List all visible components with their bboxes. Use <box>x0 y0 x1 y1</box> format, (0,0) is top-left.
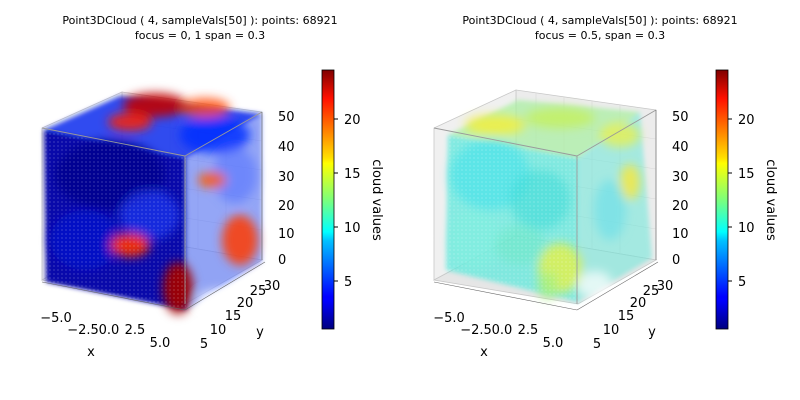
chart-left-x-tick: 0.0 <box>99 323 120 338</box>
chart-right-z-axis: 0 10 20 30 40 50 <box>655 110 689 268</box>
chart-left-colorbar-tick: 20 <box>344 113 361 128</box>
chart-right-y-tick: 15 <box>618 309 635 324</box>
chart-right-x-tick: 5.0 <box>543 336 564 351</box>
chart-right-colorbar-tick: 5 <box>738 275 746 290</box>
chart-left-z-tick: 30 <box>278 170 295 185</box>
chart-left-z-tick: 50 <box>278 110 295 125</box>
chart-right-title-line2: focus = 0.5, span = 0.3 <box>535 29 665 42</box>
chart-right-x-axis: −5.0 −2.5 0.0 2.5 5.0 x <box>433 281 578 360</box>
chart-right-y-axis: 5 10 15 20 25 30 y <box>576 261 674 352</box>
chart-left-x-tick: 2.5 <box>125 323 146 338</box>
chart-right-colorbar-tick: 10 <box>738 221 755 236</box>
chart-left-colorbar-tick: 10 <box>344 221 361 236</box>
chart-right-y-tick: 30 <box>657 279 674 294</box>
chart-right-z-tick: 20 <box>672 199 689 214</box>
chart-left-z-tick: 20 <box>278 199 295 214</box>
chart-right-colorbar-tick: 20 <box>738 113 755 128</box>
chart-left-x-label: x <box>87 345 95 360</box>
chart-right: Point3DCloud ( 4, sampleVals[50] ): poin… <box>432 14 778 360</box>
chart-right-y-tick: 25 <box>643 284 660 299</box>
chart-right-z-tick: 30 <box>672 170 689 185</box>
chart-left-z-axis: 0 10 20 30 40 50 <box>261 110 295 268</box>
chart-right-y-label: y <box>648 325 656 340</box>
chart-left-x-tick: −5.0 <box>40 311 72 326</box>
chart-left-y-label: y <box>256 325 264 340</box>
chart-right-x-tick: 0.0 <box>492 323 513 338</box>
chart-right-x-tick: 2.5 <box>518 323 539 338</box>
chart-left-colorbar: 5 10 15 20 cloud values <box>321 69 384 330</box>
chart-right-z-tick: 50 <box>672 110 689 125</box>
chart-left: Point3DCloud ( 4, sampleVals[50] ): poin… <box>40 14 384 360</box>
chart-right-x-tick: −5.0 <box>433 311 465 326</box>
chart-left-title-line2: focus = 0, 1 span = 0.3 <box>135 29 265 42</box>
chart-right-point-cloud <box>446 100 652 302</box>
chart-left-title-line1: Point3DCloud ( 4, sampleVals[50] ): poin… <box>62 14 337 27</box>
chart-right-x-tick: −2.5 <box>460 323 492 338</box>
chart-right-x-label: x <box>480 345 488 360</box>
chart-right-y-tick: 5 <box>593 337 601 352</box>
chart-right-title-line1: Point3DCloud ( 4, sampleVals[50] ): poin… <box>462 14 737 27</box>
chart-left-point-cloud <box>44 93 262 314</box>
chart-right-z-tick: 40 <box>672 140 689 155</box>
chart-left-x-tick: −2.5 <box>67 323 99 338</box>
chart-left-y-tick: 20 <box>237 296 254 311</box>
chart-left-y-tick: 15 <box>225 309 242 324</box>
chart-left-x-tick: 5.0 <box>150 336 171 351</box>
chart-left-y-tick: 30 <box>264 279 281 294</box>
chart-right-front-edges <box>433 109 657 304</box>
chart-right-z-tick: 0 <box>672 253 680 268</box>
chart-left-z-tick: 40 <box>278 140 295 155</box>
chart-left-y-tick: 10 <box>210 323 227 338</box>
chart-left-y-axis: 5 10 15 20 25 30 y <box>184 261 281 352</box>
chart-right-colorbar-tick: 15 <box>738 167 755 182</box>
chart-right-colorbar: 5 10 15 20 cloud values <box>715 69 778 330</box>
chart-right-colorbar-label: cloud values <box>763 159 778 241</box>
chart-left-front-edges <box>41 111 263 304</box>
chart-left-colorbar-tick: 5 <box>344 275 352 290</box>
chart-left-y-tick: 25 <box>250 284 267 299</box>
chart-left-z-tick: 10 <box>278 227 295 242</box>
chart-right-y-tick: 20 <box>630 296 647 311</box>
chart-left-colorbar-label: cloud values <box>369 159 384 241</box>
chart-right-z-tick: 10 <box>672 227 689 242</box>
chart-left-y-tick: 5 <box>200 337 208 352</box>
chart-left-colorbar-tick: 15 <box>344 167 361 182</box>
chart-left-z-tick: 0 <box>278 253 286 268</box>
chart-left-x-axis: −5.0 −2.5 0.0 2.5 5.0 x <box>40 281 186 360</box>
chart-right-y-tick: 10 <box>603 323 620 338</box>
